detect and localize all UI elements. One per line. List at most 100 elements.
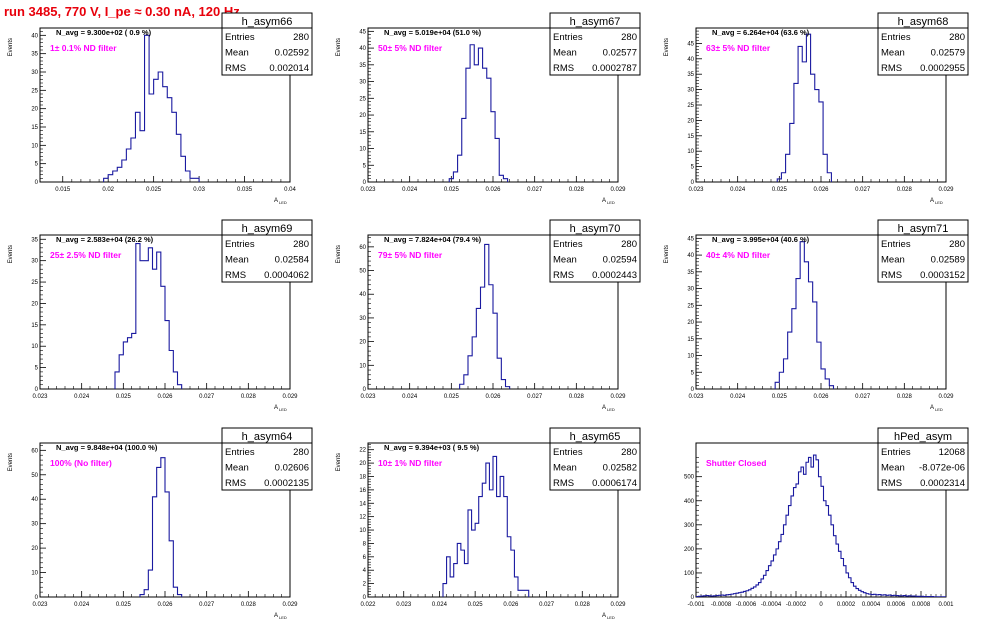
y-tick-label: 40: [359, 292, 366, 298]
stat-label: Mean: [881, 48, 905, 59]
stat-value: 280: [293, 239, 309, 250]
y-tick-label: 25: [359, 96, 366, 102]
y-tick-label: 0: [363, 387, 367, 393]
x-tick-label: 0.025: [116, 602, 132, 608]
y-tick-label: 400: [684, 499, 695, 505]
x-tick-label: 0.024: [402, 187, 418, 193]
y-tick-label: 15: [31, 125, 38, 131]
x-axis-title: ALED: [930, 198, 943, 205]
x-axis-title: ALED: [274, 613, 287, 620]
stats-box: h_asym64 Entries 280 Mean 0.02606 RMS 0.000213…: [221, 427, 313, 491]
y-tick-label: 5: [35, 162, 39, 168]
stat-value: 280: [949, 239, 965, 250]
stat-label: Mean: [225, 255, 249, 266]
y-tick-label: 20: [687, 320, 694, 326]
y-tick-label: 50: [31, 473, 38, 479]
x-tick-label: 0.028: [897, 394, 913, 400]
x-tick-label: 0.024: [74, 394, 90, 400]
stat-label: RMS: [225, 478, 246, 489]
x-tick-label: 0.026: [485, 394, 501, 400]
filter-label: Shutter Closed: [706, 458, 766, 468]
y-tick-label: 100: [684, 571, 695, 577]
x-tick-label: 0.028: [897, 187, 913, 193]
x-tick-label: -0.0002: [786, 602, 807, 608]
histogram-series: [103, 34, 200, 182]
x-tick-label: 0.03: [193, 187, 205, 193]
histogram-name: h_asym66: [242, 16, 293, 28]
y-tick-label: 10: [359, 147, 366, 153]
y-tick-label: 10: [31, 143, 38, 149]
y-tick-label: 18: [359, 474, 366, 480]
y-tick-label: 300: [684, 523, 695, 529]
stats-box: h_asym70 Entries 280 Mean 0.02594 RMS 0.000244…: [549, 219, 641, 283]
stat-label: Mean: [881, 255, 905, 266]
x-tick-label: 0.027: [527, 187, 543, 193]
x-tick-label: 0.028: [241, 394, 257, 400]
stat-label: RMS: [225, 270, 246, 281]
filter-label: 1± 0.1% ND filter: [50, 43, 117, 53]
navg-label: N_avg = 2.583e+04 (26.2 %): [56, 235, 154, 244]
y-tick-label: 30: [687, 287, 694, 293]
x-axis-title: ALED: [274, 405, 287, 412]
run-title: run 3485, 770 V, I_pe ≈ 0.30 nA, 120 Hz: [4, 4, 240, 19]
x-tick-label: 0.0006: [887, 602, 906, 608]
y-tick-label: 0: [35, 180, 39, 186]
y-tick-label: 5: [363, 163, 367, 169]
x-tick-label: 0.029: [282, 394, 298, 400]
y-tick-label: 20: [31, 107, 38, 113]
stat-label: Mean: [225, 463, 249, 474]
y-tick-label: 5: [691, 370, 695, 376]
y-tick-label: 0: [35, 387, 39, 393]
stat-value: 0.0002443: [592, 270, 637, 281]
stat-label: Mean: [553, 463, 577, 474]
x-tick-label: 0.028: [569, 187, 585, 193]
y-tick-label: 15: [31, 323, 38, 329]
x-tick-label: -0.0004: [761, 602, 782, 608]
x-tick-label: 0.028: [569, 394, 585, 400]
stat-value: 0.02577: [603, 48, 637, 59]
x-tick-label: 0.026: [157, 602, 173, 608]
x-axis-title: ALED: [602, 405, 615, 412]
x-tick-label: 0.023: [396, 602, 412, 608]
stat-label: Entries: [881, 239, 911, 250]
histogram-panel-h_asym67: 0.023 0.024 0.025 0.026 0.027 0.028 0.029 0 5 10 1…: [336, 12, 641, 205]
histogram-panel-h_asym68: 0.023 0.024 0.025 0.026 0.027 0.028 0.029 0 5 10 1…: [664, 12, 969, 205]
stat-value: 0.0002955: [920, 63, 965, 74]
y-tick-label: 20: [359, 113, 366, 119]
x-tick-label: -0.001: [687, 602, 705, 608]
histogram-panel-h_asym66: 0.015 0.02 0.025 0.03 0.035 0.04 0 5 10 15 20 25 30 3…: [8, 12, 313, 205]
y-tick-label: 50: [359, 269, 366, 275]
x-tick-label: 0.027: [539, 602, 555, 608]
y-axis-title: Events: [8, 453, 14, 471]
x-tick-label: 0.027: [199, 394, 215, 400]
stat-label: Mean: [553, 48, 577, 59]
x-tick-label: 0.024: [74, 602, 90, 608]
stat-label: RMS: [881, 63, 902, 74]
x-tick-label: 0.023: [32, 602, 48, 608]
filter-label: 40± 4% ND filter: [706, 250, 771, 260]
x-axis-title: ALED: [602, 613, 615, 620]
y-tick-label: 15: [687, 337, 694, 343]
y-tick-label: 20: [359, 340, 366, 346]
histogram-panel-h_asym71: 0.023 0.024 0.025 0.026 0.027 0.028 0.029 0 5 10 1…: [664, 219, 969, 412]
y-tick-label: 0: [691, 180, 695, 186]
histogram-panel-h_asym69: 0.023 0.024 0.025 0.026 0.027 0.028 0.029 0 5 10 1…: [8, 219, 313, 412]
histogram-series: [459, 243, 511, 389]
stat-value: 0.0002787: [592, 63, 637, 74]
x-tick-label: 0.025: [444, 394, 460, 400]
y-tick-label: 45: [687, 41, 694, 47]
filter-label: 10± 1% ND filter: [378, 458, 443, 468]
y-tick-label: 0: [363, 595, 367, 601]
histogram-series: [776, 33, 832, 182]
x-tick-label: 0.027: [527, 394, 543, 400]
x-tick-label: 0.026: [503, 602, 519, 608]
y-tick-label: 35: [31, 52, 38, 58]
y-tick-label: 4: [363, 568, 367, 574]
stat-value: 12068: [939, 447, 965, 458]
navg-label: N_avg = 7.824e+04 (79.4 %): [384, 235, 482, 244]
x-tick-label: 0.029: [938, 394, 954, 400]
y-tick-label: 60: [31, 448, 38, 454]
stat-value: 280: [621, 447, 637, 458]
stat-value: 280: [621, 239, 637, 250]
